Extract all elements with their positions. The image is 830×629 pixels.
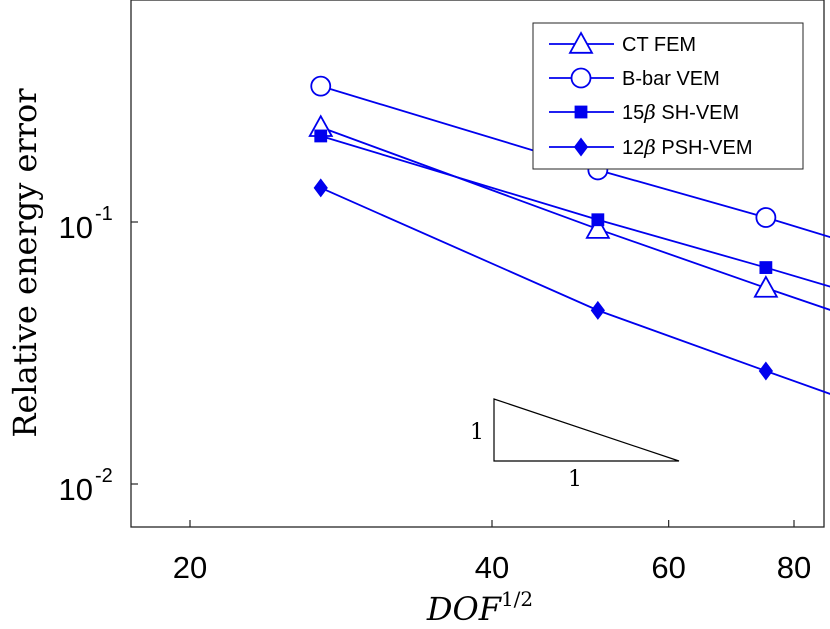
data-point	[758, 361, 774, 381]
data-point	[313, 178, 328, 198]
data-point	[759, 261, 773, 274]
series-2	[314, 129, 830, 288]
x-axis-label-main: DOF	[426, 590, 503, 628]
x-tick-label: 20	[173, 550, 207, 585]
legend-marker	[574, 105, 588, 119]
x-tick-label: 60	[651, 550, 685, 585]
legend-marker	[570, 67, 592, 89]
x-axis-label: DOF1/2	[426, 587, 533, 628]
slope-triangle-vertical-label: 1	[470, 420, 484, 445]
legend-label: CT FEM	[622, 34, 696, 56]
legend-items: CT FEM B-bar VEM 15β SH-VEM 12β PSH-VEM	[549, 31, 753, 159]
series-layer	[308, 75, 830, 395]
legend: CT FEM B-bar VEM 15β SH-VEM 12β PSH-VEM	[532, 22, 804, 170]
data-point	[310, 75, 332, 97]
legend-label: B-bar VEM	[622, 68, 720, 90]
series-3	[313, 178, 830, 395]
data-point	[585, 216, 611, 239]
slope-triangle: 1 1	[470, 398, 680, 492]
legend-marker	[568, 31, 594, 54]
legend-entry: CT FEM	[549, 31, 696, 56]
legend-entry: 12β PSH-VEM	[549, 135, 753, 159]
legend-label: 15β SH-VEM	[622, 100, 739, 124]
y-ticks: 10-110-2	[59, 203, 138, 507]
legend-entry: 15β SH-VEM	[549, 100, 739, 124]
y-tick-exponent: -2	[95, 465, 113, 487]
y-tick-label: 10	[59, 210, 93, 245]
data-point	[753, 275, 779, 298]
x-ticks: 20406080100120	[173, 520, 811, 585]
slope-triangle-horizontal-label: 1	[568, 467, 582, 492]
data-point	[755, 207, 777, 228]
x-tick-label: 40	[475, 550, 509, 585]
data-point	[591, 213, 605, 227]
legend-label: 12β PSH-VEM	[622, 135, 753, 159]
legend-entry: B-bar VEM	[549, 67, 720, 90]
legend-marker	[573, 137, 589, 157]
data-point	[314, 129, 328, 143]
slope-triangle-shape	[493, 398, 680, 462]
x-tick-label: 80	[777, 550, 811, 585]
x-axis-label-exponent: 1/2	[501, 587, 533, 611]
y-axis-label: Relative energy error	[6, 88, 44, 438]
data-point	[590, 300, 605, 320]
series-1	[310, 75, 830, 239]
y-tick-label: 10	[59, 472, 93, 507]
y-tick-exponent: -1	[95, 203, 113, 225]
